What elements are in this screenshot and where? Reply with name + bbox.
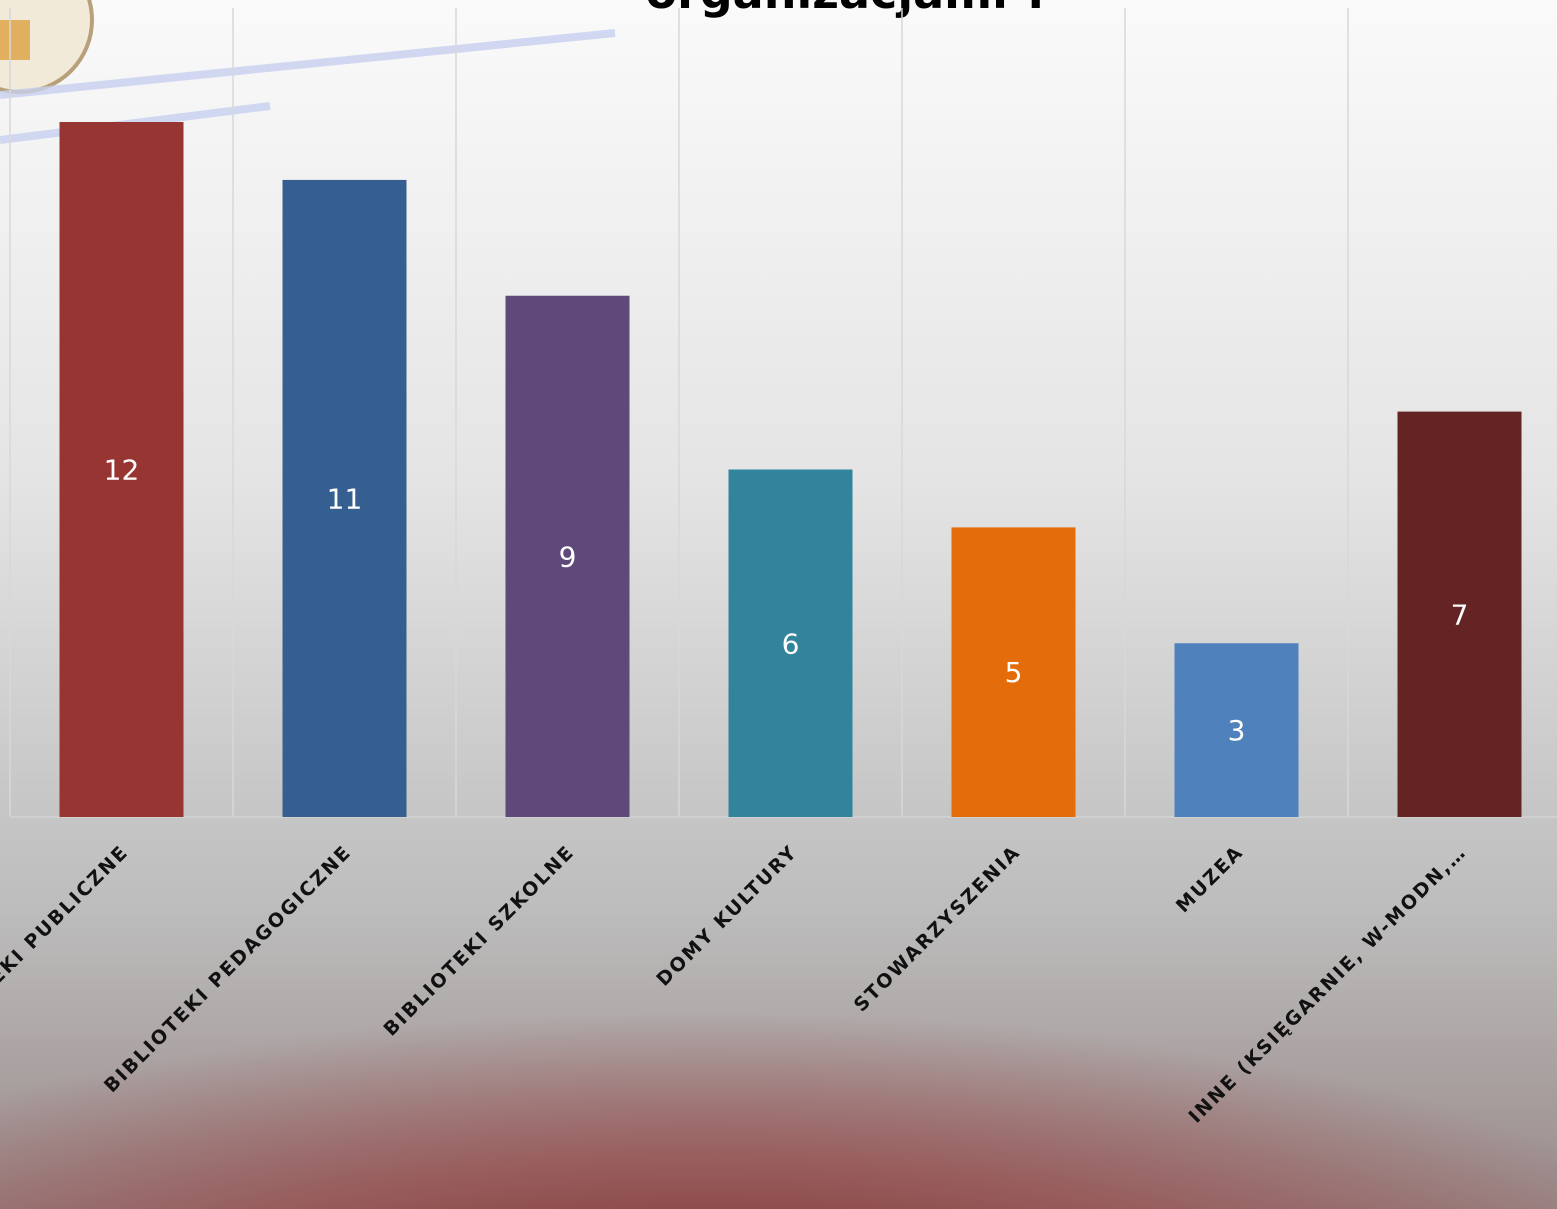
x-tick-label: BIBLIOTEKI PEDAGOGICZNE: [100, 841, 356, 1097]
value-label: 6: [782, 627, 800, 660]
x-tick-label: BIBLIOTEKI SZKOLNE: [379, 841, 579, 1041]
page: organizacjami ? 12 BIBLIOTEKI PUBLICZNE 11…: [0, 0, 1557, 1209]
x-tick-label: MUZEA: [1172, 841, 1248, 917]
value-label: 5: [1005, 656, 1023, 689]
x-tick-label: INNE (KSIĘGARNIE, W-MODN,…: [1184, 841, 1471, 1128]
chart: organizacjami ? 12 BIBLIOTEKI PUBLICZNE 11…: [0, 0, 1557, 1209]
x-tick-label: STOWARZYSZENIA: [850, 841, 1025, 1016]
value-label: 3: [1228, 714, 1246, 747]
x-tick-label: DOMY KULTURY: [652, 841, 802, 991]
x-tick-label: BIBLIOTEKI PUBLICZNE: [0, 841, 133, 1058]
value-label: 7: [1451, 598, 1469, 631]
value-label: 11: [327, 482, 363, 515]
logo-mark: [0, 20, 30, 60]
decoration: [0, 33, 615, 95]
chart-title: organizacjami ?: [645, 0, 1050, 19]
value-label: 9: [559, 540, 577, 573]
value-label: 12: [104, 454, 140, 487]
